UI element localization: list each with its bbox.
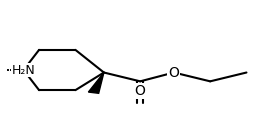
Text: O: O [135, 84, 146, 98]
Text: O: O [168, 66, 179, 80]
Text: H₂N: H₂N [12, 64, 35, 76]
Polygon shape [88, 73, 104, 93]
